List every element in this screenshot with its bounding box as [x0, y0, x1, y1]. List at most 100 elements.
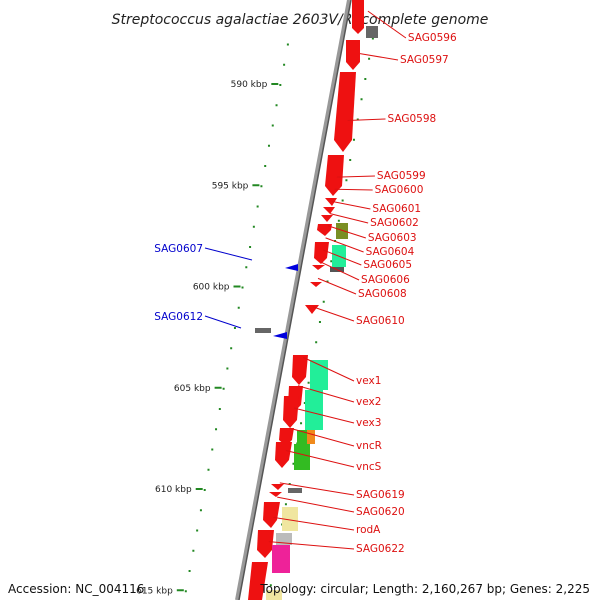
scale-dot: [292, 462, 295, 465]
leader-line: [285, 450, 355, 468]
leader-line: [327, 225, 367, 239]
gene-labels: SAG0596 SAG0597 SAG0598 SAG0599 SAG0600 SAG06…: [154, 32, 457, 555]
leader-line: [297, 385, 355, 403]
scale-dot: [230, 347, 233, 350]
gene-label-SAG0606: SAG0606: [361, 274, 410, 286]
scale-dot: [345, 179, 348, 182]
scale-dot: [318, 321, 321, 323]
gene-SAG0607: [285, 264, 298, 271]
gene-SAG0623-yellow: [266, 590, 282, 600]
accession-text: Accession: NC_004116: [8, 582, 145, 596]
gene-label-SAG0608: SAG0608: [358, 288, 407, 300]
scale-dot: [215, 428, 218, 431]
leader-line: [332, 200, 371, 210]
gene-SAG0622-grey: [276, 533, 292, 545]
gene-label-rodA: rodA: [356, 524, 381, 536]
scale-dot: [307, 381, 310, 384]
scale-dot: [188, 570, 191, 572]
scale-dot: [271, 124, 274, 127]
gene-SAG0610: [305, 305, 319, 314]
scale-dot: [279, 84, 282, 86]
leader-line: [330, 213, 369, 224]
leader-line: [204, 247, 253, 261]
gene-label-vex2: vex2: [356, 396, 381, 408]
leader-line: [336, 175, 375, 178]
leader-line: [347, 118, 386, 121]
scale-dot: [249, 246, 252, 248]
gene-label-vex3: vex3: [356, 417, 381, 429]
gene-SAG0620: [269, 492, 282, 497]
leader-line: [279, 482, 355, 496]
gene-SAG0600: [325, 198, 337, 206]
leader-line: [317, 277, 357, 295]
leader-line: [334, 188, 373, 191]
gene-label-vex1: vex1: [356, 375, 381, 387]
scale-dot: [233, 327, 236, 329]
gene-vex1: [292, 355, 308, 385]
gene-label-SAG0620: SAG0620: [356, 506, 405, 518]
gene-label-SAG0619: SAG0619: [356, 489, 405, 501]
leader-line: [277, 496, 355, 513]
gene-SAG0622: [257, 530, 274, 558]
gene-vncS: [275, 442, 292, 468]
gene-label-SAG0600: SAG0600: [375, 184, 424, 196]
scale-dot: [356, 118, 359, 121]
gene-label-SAG0612: SAG0612: [154, 311, 203, 323]
gene-label-SAG0610: SAG0610: [356, 315, 405, 327]
scale-dot: [284, 503, 287, 506]
scale-dot: [203, 489, 206, 491]
gene-SAG0601: [323, 207, 335, 214]
scale-dot: [300, 422, 303, 425]
scale-tick-ring: [184, 37, 374, 593]
gene-label-SAG0607: SAG0607: [154, 243, 203, 255]
scale-dot: [330, 260, 333, 263]
scale-dot: [264, 165, 267, 167]
leader-line: [325, 237, 364, 253]
forward-genes: [248, 0, 378, 600]
leader-line: [273, 516, 355, 531]
scale-mark-label: 610 kbp: [155, 485, 192, 495]
scale-dot: [192, 549, 195, 552]
scale-dot: [326, 280, 329, 283]
reverse-genes: [255, 264, 298, 339]
gene-label-SAG0596: SAG0596: [408, 32, 457, 44]
leader-line: [303, 356, 355, 382]
gene-SAG0599: [325, 155, 344, 196]
scale-mark-label: 600 kbp: [193, 283, 230, 293]
gene-SAG0604: [317, 224, 332, 236]
scale-dot: [275, 104, 278, 107]
scale-dot: [207, 468, 210, 471]
gene-SAG0612: [273, 332, 287, 339]
gene-SAG0619-grey: [288, 488, 302, 493]
scale-marks: 590 kbp 595 kbp 600 kbp 605 kbp 610 kbp 615 k…: [136, 80, 279, 596]
scale-dot: [222, 387, 225, 390]
gene-SAG0622-magenta: [272, 545, 290, 573]
scale-dot: [256, 205, 259, 208]
gene-rodA-yellow: [282, 507, 298, 531]
scale-dot: [303, 402, 306, 404]
scale-dot: [360, 98, 363, 101]
scale-dot: [341, 199, 344, 202]
gene-label-vncS: vncS: [356, 461, 382, 473]
scale-mark-label: 605 kbp: [174, 384, 211, 394]
gene-SAG0608: [310, 282, 322, 287]
gene-label-SAG0605: SAG0605: [363, 259, 412, 271]
gene-label-vncR: vncR: [356, 440, 382, 452]
scale-dot: [199, 509, 202, 512]
scale-dot: [283, 63, 286, 66]
scale-dot: [364, 78, 367, 80]
gene-rodA: [263, 502, 280, 528]
gene-SAG0597: [346, 40, 360, 70]
leader-line: [323, 249, 362, 266]
scale-dot: [237, 306, 240, 309]
scale-dot: [184, 590, 187, 593]
scale-dot: [288, 483, 291, 485]
gene-label-SAG0622: SAG0622: [356, 543, 405, 555]
gene-SAG0598: [334, 72, 356, 152]
scale-mark-label: 595 kbp: [212, 181, 249, 191]
gene-label-SAG0601: SAG0601: [372, 203, 421, 215]
leader-line: [320, 261, 360, 281]
scale-dot: [352, 138, 355, 141]
scale-dot: [241, 286, 244, 289]
